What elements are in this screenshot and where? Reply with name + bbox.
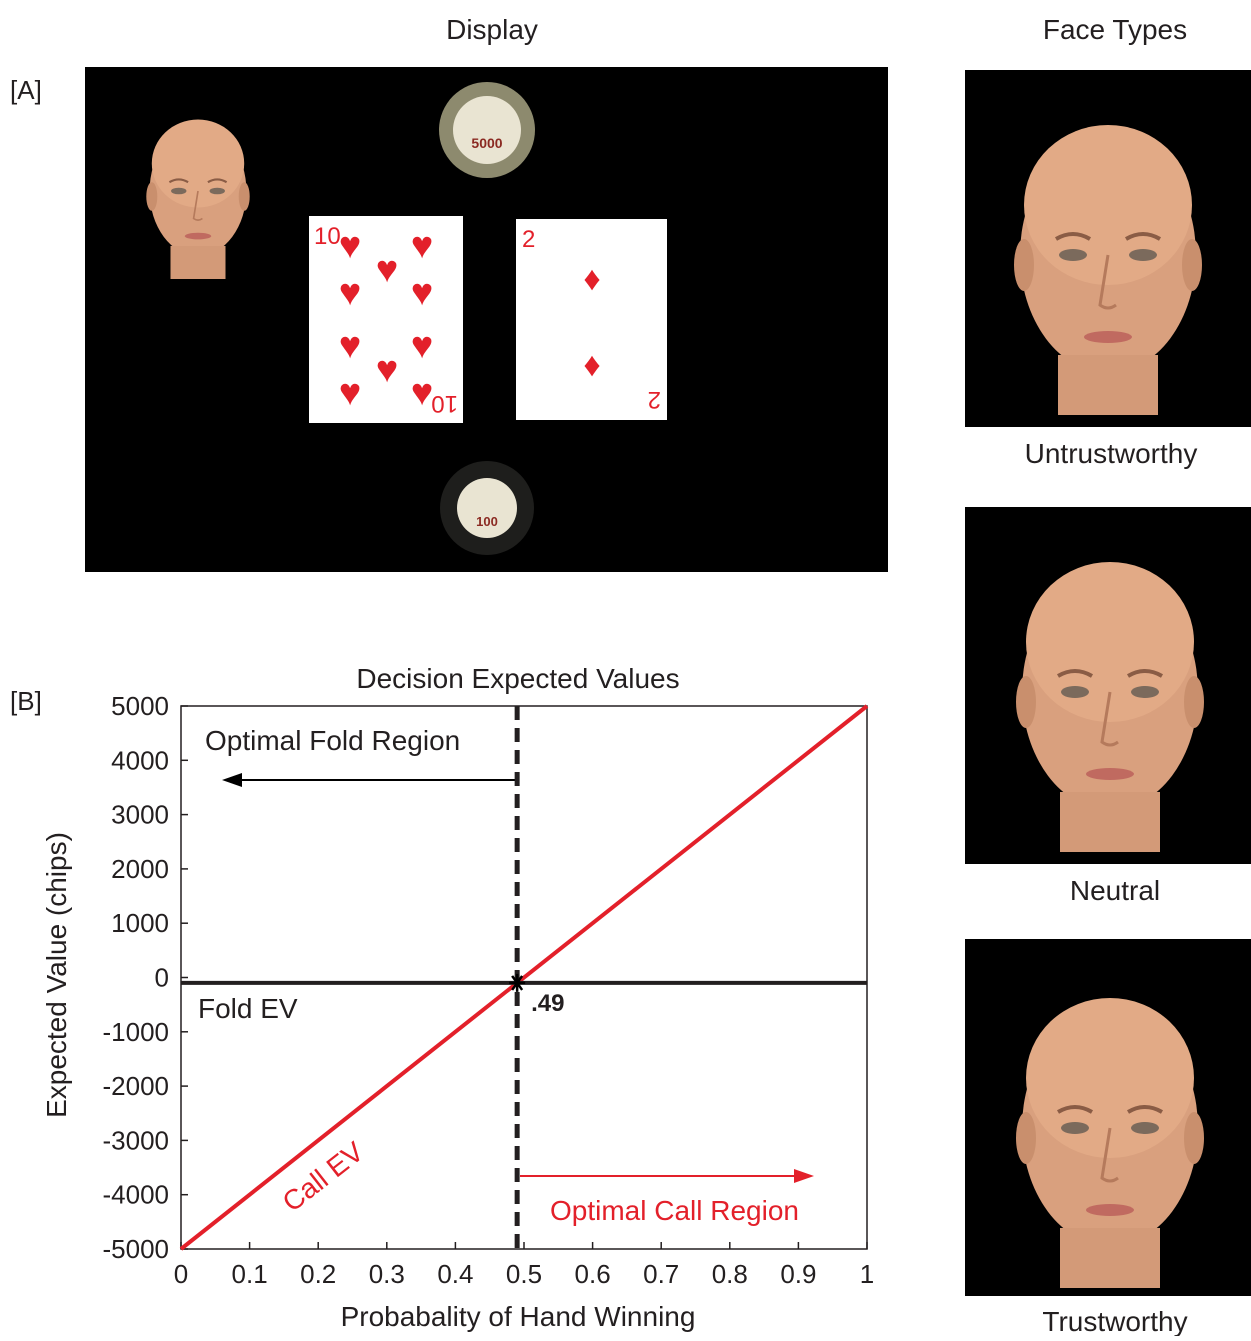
svg-text:♥: ♥: [339, 225, 362, 267]
card-rank: 10: [431, 390, 458, 417]
y-tick-label: 0: [155, 963, 169, 993]
y-tick-label: -4000: [103, 1180, 170, 1210]
series-line: [179, 704, 869, 1251]
svg-text:♦: ♦: [583, 346, 600, 384]
x-tick-label: 0.8: [712, 1259, 748, 1289]
card: 2 2 ♦ ♦: [516, 219, 667, 420]
y-tick-label: 2000: [111, 854, 169, 884]
card: 10 10 ♥ ♥ ♥ ♥ ♥ ♥ ♥ ♥ ♥ ♥: [309, 216, 463, 423]
arrowhead: [794, 1169, 814, 1183]
chip: 100: [440, 461, 534, 555]
panel-label: [A]: [10, 75, 42, 105]
intersection-marker: [509, 973, 526, 992]
x-axis-label: Probabality of Hand Winning: [341, 1301, 696, 1332]
x-tick-label: 0.1: [232, 1259, 268, 1289]
series-label: Fold EV: [198, 993, 298, 1024]
chart-title: Decision Expected Values: [356, 663, 679, 694]
series-label: Call EV: [277, 1136, 370, 1218]
annotation: Optimal Fold Region: [205, 725, 460, 756]
x-tick-label: 0.3: [369, 1259, 405, 1289]
svg-text:♥: ♥: [411, 325, 434, 367]
svg-text:♥: ♥: [411, 272, 434, 314]
x-tick-label: 0.9: [780, 1259, 816, 1289]
svg-text:♥: ♥: [411, 225, 434, 267]
y-tick-label: -3000: [103, 1125, 170, 1155]
face-types-title: Face Types: [1043, 14, 1187, 45]
threshold-label: .49: [531, 990, 564, 1017]
annotation: Optimal Call Region: [550, 1195, 799, 1226]
card-rank: 10: [314, 223, 341, 250]
panel-label: [B]: [10, 686, 42, 716]
svg-text:♥: ♥: [339, 372, 362, 414]
y-axis-label: Expected Value (chips): [41, 832, 72, 1118]
arrowhead: [222, 773, 242, 787]
panel-title: Display: [446, 14, 538, 45]
svg-text:♥: ♥: [376, 249, 399, 291]
face-label: Trustworthy: [1042, 1306, 1187, 1336]
face-label: Neutral: [1070, 875, 1160, 906]
chip-value: 100: [476, 514, 498, 529]
y-tick-label: -5000: [103, 1234, 170, 1264]
x-tick-label: 0.5: [506, 1259, 542, 1289]
chip: 5000: [439, 82, 535, 178]
svg-text:♦: ♦: [583, 260, 600, 298]
svg-text:♥: ♥: [339, 325, 362, 367]
svg-text:♥: ♥: [339, 272, 362, 314]
y-tick-label: 5000: [111, 691, 169, 721]
face-label: Untrustworthy: [1025, 438, 1198, 469]
card-rank: 2: [522, 226, 535, 253]
x-tick-label: 1: [860, 1259, 874, 1289]
y-tick-label: -2000: [103, 1071, 170, 1101]
svg-text:♥: ♥: [376, 349, 399, 391]
svg-text:♥: ♥: [411, 372, 434, 414]
x-tick-label: 0.7: [643, 1259, 679, 1289]
y-tick-label: 3000: [111, 800, 169, 830]
x-tick-label: 0.2: [300, 1259, 336, 1289]
x-tick-label: 0.6: [575, 1259, 611, 1289]
y-tick-label: 1000: [111, 908, 169, 938]
y-tick-label: -1000: [103, 1017, 170, 1047]
card-rank: 2: [648, 386, 661, 413]
chip-value: 5000: [471, 135, 502, 151]
y-tick-label: 4000: [111, 745, 169, 775]
x-tick-label: 0: [174, 1259, 188, 1289]
x-tick-label: 0.4: [437, 1259, 473, 1289]
